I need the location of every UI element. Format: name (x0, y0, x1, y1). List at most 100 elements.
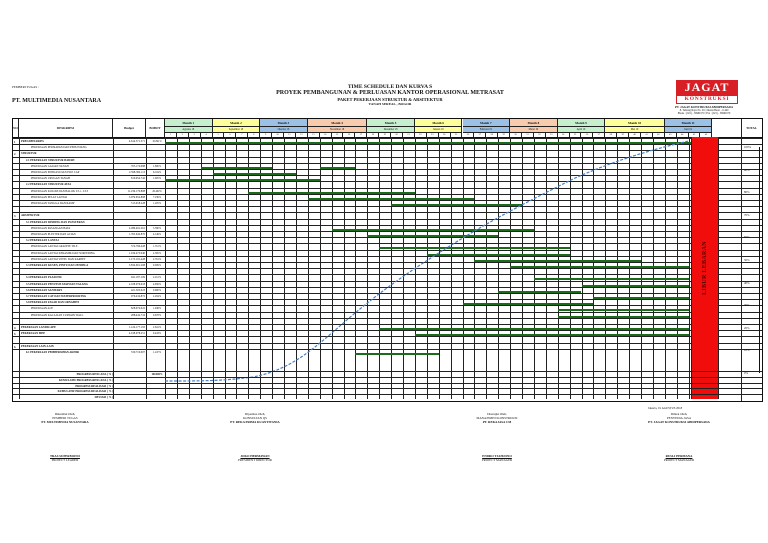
week-header: 5 (213, 133, 225, 137)
week-header: 35 (570, 133, 582, 137)
week-gridline (629, 137, 631, 399)
week-header: 45 (689, 133, 701, 137)
summary-label: DEVIASI ( % ) (94, 396, 113, 400)
week-header: 31 (522, 133, 534, 137)
holiday-column: LIBUR LEBARAN (691, 137, 719, 399)
week-gridline (367, 137, 369, 399)
percent-tick: 100% (744, 145, 751, 149)
week-gridline (403, 137, 404, 399)
row-weight: 9.443% (153, 332, 161, 336)
month-header: Month 10 (605, 119, 665, 127)
month-period: September 18 (212, 127, 261, 133)
month-header: Month 6 (414, 119, 463, 127)
sign-date: Jakarta, 01 AGUSTUS 2018 (648, 406, 683, 410)
table-row: 2.2 PEKERJAAN STRUKTUR ATAS (13, 181, 762, 187)
table-row: 3.1 PEKERJAAN DINDING DAN PLESTERAN (13, 218, 762, 225)
percent-axis-line (759, 147, 760, 373)
row-weight: 1.800% (153, 164, 161, 168)
week-header: 23 (427, 133, 439, 137)
week-gridline (426, 137, 428, 399)
gantt-bar (331, 228, 534, 231)
row-budget: 288.442.716 (131, 313, 145, 317)
week-header: 11 (284, 133, 296, 137)
month-header: Month 8 (510, 119, 558, 127)
row-description: PEKERJAAN PLESTER DAN ACIAN (31, 233, 76, 236)
gantt-bar (414, 334, 689, 337)
week-header: 15 (332, 133, 344, 137)
week-gridline (510, 137, 512, 399)
week-gridline (236, 137, 238, 399)
percent-tick: 0% (744, 371, 748, 375)
row-description: 3.6 PEKERJAAN SANITARY (26, 288, 63, 292)
month-period: Mei 19 (605, 127, 665, 133)
header-divider (13, 137, 762, 138)
month-header: Month 1 (165, 119, 213, 127)
percent-tick: 50% (744, 258, 750, 262)
row-budget: 574.790.428 (131, 245, 145, 249)
month-header: Month 3 (260, 119, 308, 127)
col-header-total: TOTAL (746, 126, 757, 130)
row-budget: 976.434.872 (131, 295, 145, 298)
table-row (13, 336, 762, 342)
week-gridline (438, 137, 440, 399)
column-divider (19, 137, 20, 399)
table-row: PEKERJAAN ACP 828.974.022 1.948% (13, 305, 762, 311)
week-gridline (474, 137, 476, 399)
week-header: 18 (367, 133, 380, 137)
summary-label: KUMULATIF PROGRESS RENCANA ( % ) (58, 378, 113, 382)
summary-row: PROGRESS RENCANA ( % ) 100.000% (13, 371, 762, 377)
gantt-bar (593, 297, 689, 299)
row-description: 3.7 PEKERJAAN CAT DAN WATERPROOFING (26, 295, 87, 298)
row-weight: 26.402% (152, 189, 162, 193)
signature-role: Diketahui Oleh, (54, 412, 76, 416)
project-location: TANAH SEREAL , BOGOR (368, 102, 412, 106)
table-row: 6 PEKERJAAN LAIN-LAIN (13, 342, 762, 349)
gantt-bar (212, 173, 296, 175)
month-header: Month 5 (367, 119, 415, 127)
week-header: 27 (474, 133, 487, 137)
month-header: Month 2 (212, 119, 261, 127)
week-header: 25 (451, 133, 463, 137)
week-header: 41 (641, 133, 653, 137)
week-header: 33 (546, 133, 558, 137)
contractor-phone: Phone : (021) - 56969170 | Fax : (021) -… (677, 112, 731, 115)
table-row: PEKERJAAN PELAT LANTAI 3.079.652.808 7.236… (13, 193, 762, 200)
signature-block: Disetujui Oleh, MANAJEMEN KONSTRUKSI PT. R… (432, 412, 562, 462)
month-header: Month 11 (664, 119, 713, 127)
row-weight: 5.380% (153, 226, 161, 230)
month-period: November 18 (307, 127, 368, 133)
signature-company: PT. REKA PRIMA KUANTITANIA (230, 420, 280, 424)
row-weight: 1.351% (153, 245, 161, 249)
week-header: 21 (403, 133, 415, 137)
week-header: 9 (260, 133, 273, 137)
row-description: PRELIMINARIES (21, 140, 44, 143)
row-description: PEKERJAAN LANTAI GRANITE TILE (31, 245, 78, 249)
row-description: PEKERJAAN LANDSCAPE (21, 326, 56, 329)
table-row (13, 206, 762, 212)
row-budget: 11.236.170.808 (127, 189, 145, 193)
week-gridline (307, 137, 309, 399)
week-header: 40 (629, 133, 641, 137)
week-gridline (224, 137, 226, 399)
row-description: PEKERJAAN GALIAN TANAH (31, 164, 69, 168)
total-divider (741, 119, 742, 401)
row-description: 3.8 PEKERJAAN FASAD DAN ORNAMEN (26, 301, 80, 305)
week-header: 44 (677, 133, 689, 137)
table-row: PEKERJAAN KACA DAN CURTAIN WALL 288.442.7… (13, 311, 762, 318)
gantt-bar (498, 290, 582, 293)
row-budget: 4.018.978.251 (128, 332, 145, 336)
contractor-address: Jl. Tentang Raya No. 29 | Jakarta Barat … (679, 109, 729, 112)
table-row: 3.5 PEKERJAAN PENUTUP ATAP DAN TALANG 2.1… (13, 280, 762, 287)
row-description: PEKERJAAN TANGGA DAN RAMP (31, 202, 75, 205)
week-header: 42 (653, 133, 665, 137)
week-header: 16 (344, 133, 356, 137)
row-weight: 1.948% (153, 307, 161, 311)
signature-company: PT. MULTIMEDIA NUSANTARA (41, 420, 89, 424)
week-header: 22 (415, 133, 427, 137)
row-description: PEKERJAAN URUGAN TANAH (31, 177, 70, 181)
row-description: PEKERJAAN MEP (21, 332, 46, 336)
row-weight: 0.678% (153, 313, 161, 317)
week-gridline (545, 137, 547, 399)
row-budget: 2.598.382.113 (129, 171, 145, 174)
signature-role: PEMBERI TUGAS (52, 416, 78, 420)
